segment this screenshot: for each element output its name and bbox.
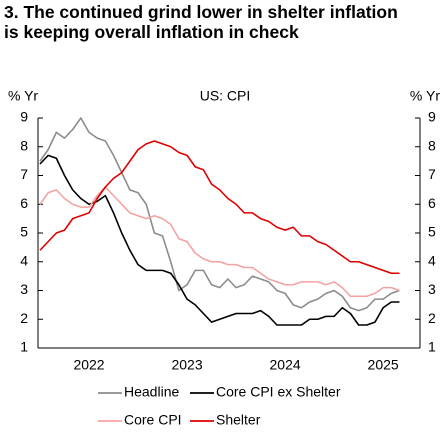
- y-tick-label: 3: [20, 281, 28, 297]
- y-tick-label: 6: [20, 195, 28, 211]
- y2-tick-label: 6: [428, 195, 436, 211]
- series-line: [39, 154, 400, 326]
- series-line: [39, 186, 400, 298]
- legend-label: Core CPI ex Shelter: [216, 384, 341, 400]
- y-tick-label: 2: [20, 310, 28, 326]
- y2-tick-label: 8: [428, 137, 436, 153]
- y2-tick-label: 4: [428, 252, 436, 268]
- y2-tick-label: 7: [428, 166, 436, 182]
- series-line: [39, 117, 400, 312]
- y-tick-label: 9: [20, 109, 28, 125]
- x-tick-label: 2024: [270, 357, 301, 373]
- y-tick-label: 4: [20, 252, 28, 268]
- chart-subtitle: US: CPI: [200, 88, 251, 104]
- y2-tick-label: 1: [428, 339, 436, 355]
- x-tick-label: 2023: [171, 357, 202, 373]
- y2-tick-label: 5: [428, 224, 436, 240]
- series-line: [39, 140, 400, 275]
- x-tick-label: 2025: [368, 357, 399, 373]
- y2-tick-label: 2: [428, 310, 436, 326]
- y-tick-label: 1: [20, 339, 28, 355]
- y-tick-label: 8: [20, 137, 28, 153]
- y2-tick-label: 9: [428, 109, 436, 125]
- x-tick-label: 2022: [73, 357, 104, 373]
- y-tick-label: 7: [20, 166, 28, 182]
- y2-axis-label: % Yr: [410, 88, 440, 104]
- legend-label: Shelter: [216, 412, 261, 428]
- legend-label: Headline: [124, 384, 179, 400]
- y-axis-label: % Yr: [8, 88, 38, 104]
- legend-label: Core CPI: [124, 412, 182, 428]
- chart-title: 3. The continued grind lower in shelter …: [4, 2, 398, 42]
- y2-tick-label: 3: [428, 281, 436, 297]
- y-tick-label: 5: [20, 224, 28, 240]
